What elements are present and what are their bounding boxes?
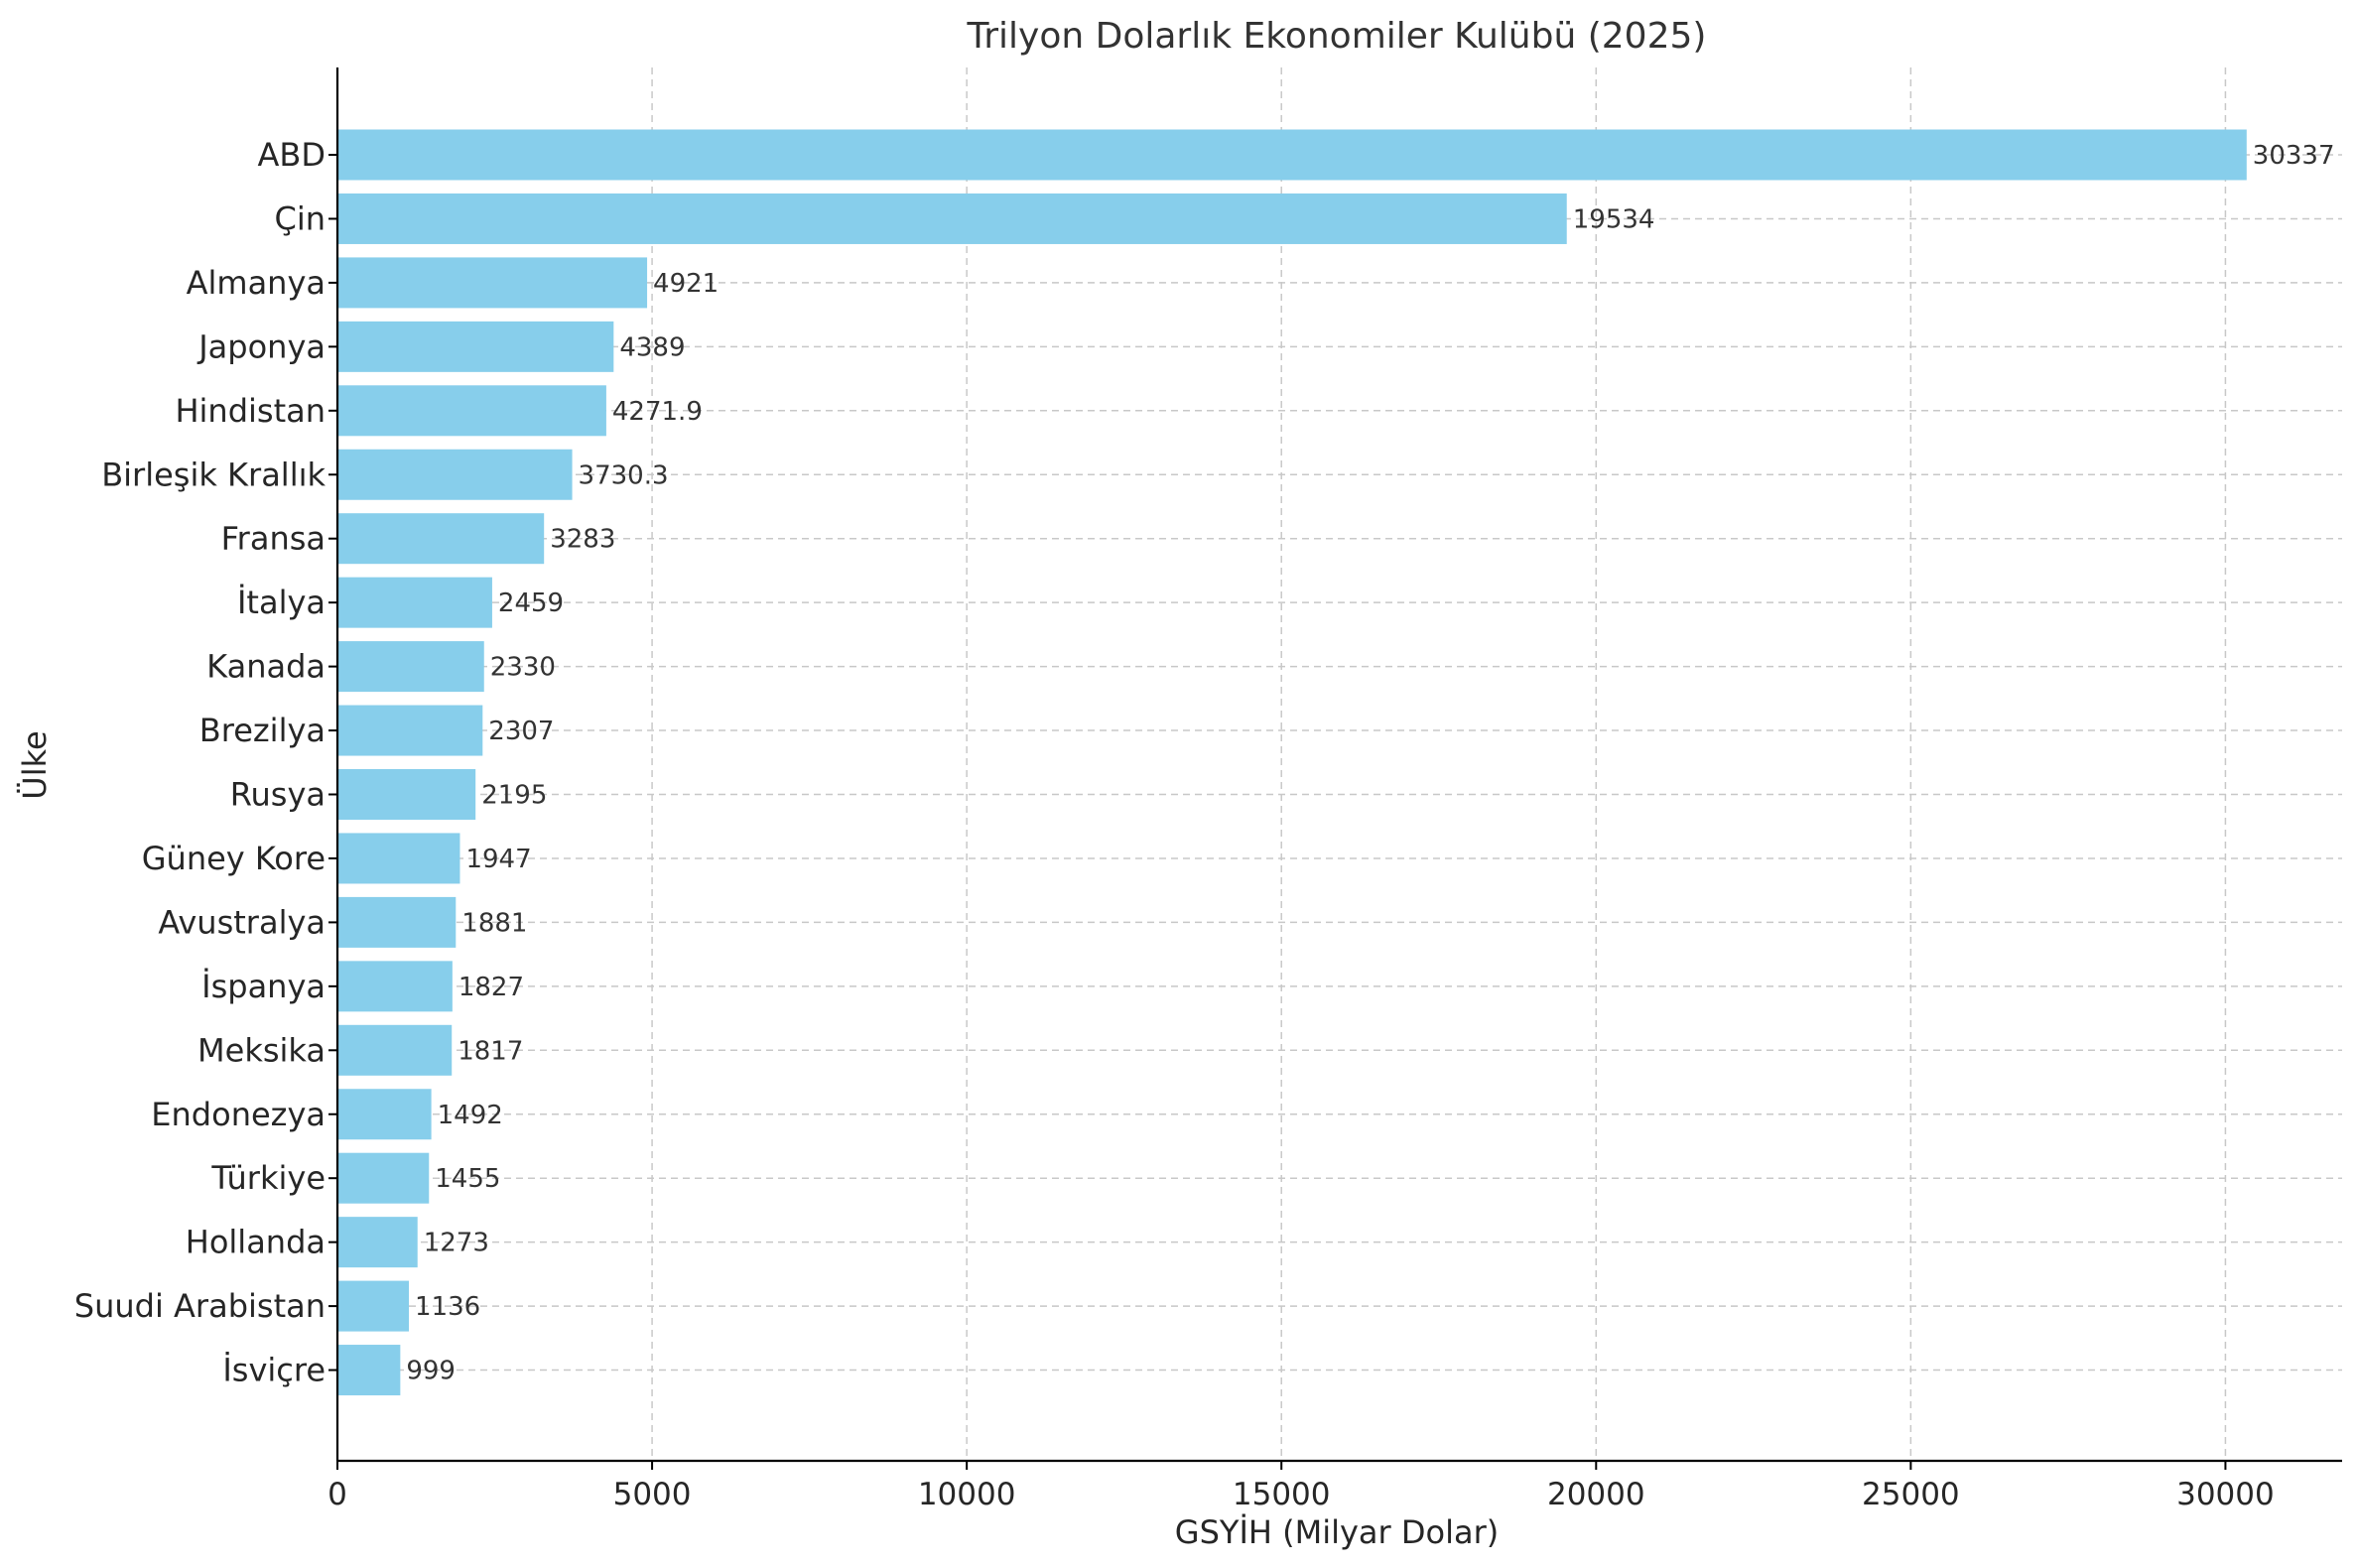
x-tick-label: 10000	[918, 1477, 1016, 1512]
bar	[337, 321, 614, 372]
bar	[337, 1089, 432, 1140]
x-axis-label: GSYİH (Milyar Dolar)	[1175, 1513, 1499, 1551]
y-tick-label: Endonezya	[151, 1096, 326, 1133]
y-tick-label: Avustralya	[158, 903, 326, 941]
chart-title: Trilyon Dolarlık Ekonomiler Kulübü (2025…	[967, 16, 1707, 57]
data-label: 4271.9	[612, 397, 703, 427]
y-tick-label: Güney Kore	[142, 840, 326, 877]
bar	[337, 513, 545, 565]
bar	[337, 1024, 453, 1076]
data-label: 4921	[653, 269, 719, 299]
y-tick-label: Hollanda	[186, 1224, 326, 1261]
grid-layer	[336, 67, 2342, 1461]
bar	[337, 961, 453, 1012]
x-tick-label: 5000	[613, 1477, 692, 1512]
data-label: 2195	[481, 781, 547, 811]
bar	[337, 833, 460, 884]
y-tick-label: Türkiye	[210, 1159, 326, 1197]
x-tick-label: 30000	[2176, 1477, 2275, 1512]
y-tick-label: İsviçre	[222, 1352, 326, 1389]
bar	[337, 1345, 401, 1396]
data-label: 1947	[465, 845, 531, 874]
data-label: 1827	[458, 973, 524, 1002]
y-tick-label: Fransa	[221, 520, 326, 558]
y-tick-label: Brezilya	[199, 712, 326, 749]
y-tick-label: Birleşik Krallık	[101, 456, 326, 493]
data-label: 3730.3	[579, 460, 669, 490]
data-label: 1881	[461, 908, 527, 938]
data-label: 2459	[498, 588, 564, 618]
y-tick-label: Japonya	[196, 327, 326, 365]
bar	[337, 705, 483, 756]
y-tick-label: Rusya	[230, 776, 326, 814]
bar	[337, 193, 1567, 244]
y-tick-label: Suudi Arabistan	[74, 1287, 326, 1325]
data-label: 3283	[550, 525, 615, 555]
bar	[337, 129, 2247, 181]
data-label: 1273	[424, 1229, 489, 1258]
y-tick-label: İtalya	[237, 584, 326, 621]
bar	[337, 1217, 418, 1268]
bar	[337, 641, 484, 693]
data-label: 2330	[490, 653, 556, 683]
bar	[337, 257, 648, 309]
x-tick-label: 15000	[1233, 1477, 1331, 1512]
y-tick-label: Çin	[274, 199, 326, 237]
label-layer: 0 5000 10000 15000 20000 25000 30000 ABD 30337 Çi…	[74, 136, 2335, 1512]
data-label: 2307	[488, 717, 554, 746]
y-tick-label: Hindistan	[175, 392, 326, 430]
y-tick-label: İspanya	[201, 968, 326, 1005]
data-label: 4389	[619, 332, 685, 362]
data-label: 1136	[415, 1292, 480, 1322]
bar-layer	[337, 129, 2247, 1396]
bar	[337, 1280, 410, 1332]
bar	[337, 1152, 430, 1204]
bar	[337, 577, 492, 628]
data-label: 30337	[2253, 141, 2335, 171]
data-label: 1492	[438, 1101, 503, 1130]
y-axis-label: Ülke	[16, 730, 54, 799]
y-tick-label: Almanya	[187, 264, 326, 302]
axes-layer	[335, 67, 2342, 1463]
data-label: 1455	[435, 1164, 500, 1194]
y-tick-label: Meksika	[197, 1031, 326, 1069]
data-label: 1817	[458, 1036, 523, 1066]
x-tick-label: 0	[327, 1477, 347, 1512]
y-tick-label: Kanada	[206, 648, 326, 686]
bar	[337, 769, 476, 820]
data-label: 19534	[1573, 204, 1655, 234]
bar	[337, 896, 457, 948]
x-tick-label: 25000	[1862, 1477, 1960, 1512]
bar	[337, 385, 606, 437]
data-label: 999	[406, 1357, 456, 1386]
y-tick-label: ABD	[258, 136, 326, 174]
x-tick-label: 20000	[1547, 1477, 1645, 1512]
bar	[337, 449, 573, 500]
